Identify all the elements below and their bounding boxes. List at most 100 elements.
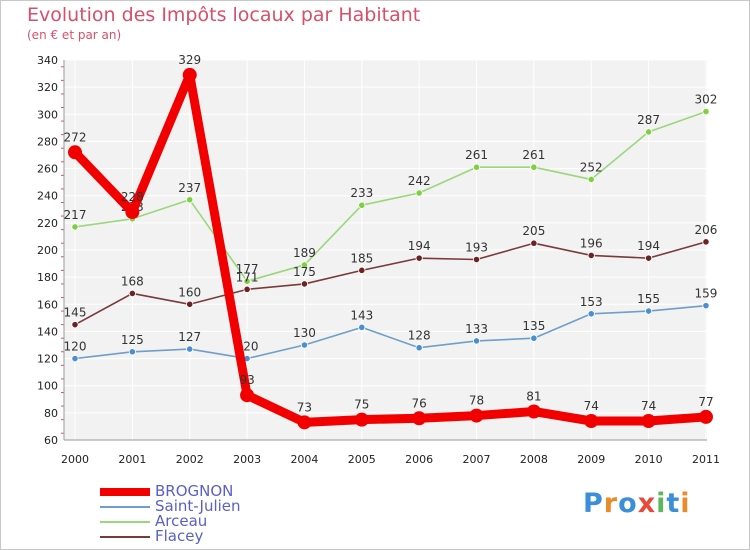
data-label-brognon: 228 [121,190,144,204]
data-label-brognon: 73 [297,400,312,414]
y-tick-label: 300 [37,108,58,121]
data-point-saint-julien [530,334,538,342]
data-point-brognon [68,145,82,160]
y-tick-label: 220 [37,217,58,230]
logo-letter: i [680,488,691,519]
series-line-flacey [74,241,707,326]
data-label-brognon: 74 [584,399,599,413]
data-point-saint-julien [71,354,79,363]
y-tick-label: 260 [37,163,58,176]
data-label-flacey: 145 [64,306,87,320]
data-label-arceau: 242 [408,174,431,188]
data-label-flacey: 205 [522,224,545,238]
logo-letter: o [618,488,638,519]
x-tick-label: 2011 [692,453,720,466]
data-point-arceau [530,163,538,171]
data-label-flacey: 194 [408,239,431,253]
x-tick-label: 2004 [290,453,318,466]
data-label-arceau: 177 [236,262,259,276]
data-point-brognon [182,67,197,82]
data-label-saint-julien: 135 [522,319,545,333]
x-tick-label: 2002 [176,453,204,466]
proxiti-logo: Proxiti [583,488,691,519]
data-label-arceau: 217 [64,208,87,222]
data-label-flacey: 206 [695,223,718,237]
data-label-brognon: 272 [64,130,87,144]
data-point-brognon [469,408,484,423]
y-tick-label: 60 [44,434,58,447]
data-point-saint-julien [128,348,136,356]
y-tick-label: 140 [37,325,58,338]
data-point-saint-julien [186,345,194,353]
data-label-arceau: 302 [695,93,718,107]
data-label-brognon: 74 [641,399,656,413]
data-label-saint-julien: 159 [695,287,718,301]
data-label-saint-julien: 130 [293,326,316,340]
y-tick-label: 180 [37,271,58,284]
data-point-brognon [526,404,541,419]
logo-letter: x [637,488,657,519]
x-tick-label: 2000 [61,453,89,466]
x-tick-label: 2005 [348,453,376,466]
data-point-brognon [125,205,140,219]
y-tick-label: 80 [44,407,58,420]
data-label-saint-julien: 153 [580,295,603,309]
data-label-arceau: 252 [580,160,603,174]
legend-label-arceau: Arceau [155,512,208,530]
y-tick-label: 160 [37,298,58,311]
data-label-saint-julien: 155 [637,292,660,306]
data-point-flacey [128,289,136,298]
data-point-flacey [644,254,653,262]
data-label-brognon: 81 [526,390,541,404]
data-point-flacey [71,321,79,329]
data-label-saint-julien: 120 [64,340,87,354]
legend-swatch-arceau [100,521,150,523]
data-point-flacey [415,254,423,262]
data-point-flacey [702,238,710,246]
data-point-brognon [354,412,369,427]
y-tick-label: 280 [37,135,58,148]
data-point-saint-julien [300,341,309,349]
y-tick-label: 100 [37,380,58,393]
chart-subtitle: (en € et par an) [27,28,122,42]
data-point-arceau [186,196,194,204]
data-point-brognon [412,411,427,426]
data-point-arceau [300,261,309,269]
data-point-brognon [698,409,713,424]
legend-swatch-brognon [100,488,150,496]
x-tick-label: 2003 [233,453,261,466]
data-label-flacey: 196 [580,236,603,250]
legend-swatch-flacey [100,536,150,538]
data-label-flacey: 168 [121,274,144,288]
data-label-flacey: 194 [637,239,660,253]
data-label-brognon: 93 [239,373,254,387]
data-label-flacey: 171 [236,270,259,284]
logo-letter: r [603,488,619,519]
series-line-arceau [74,110,707,283]
data-point-brognon [584,414,599,428]
data-label-brognon: 329 [178,53,201,67]
data-point-flacey [530,239,538,247]
x-tick-label: 2008 [520,453,548,466]
legend-label-saint-julien: Saint-Julien [155,497,241,515]
data-point-saint-julien [358,323,366,331]
data-point-flacey [587,251,595,260]
data-label-arceau: 189 [293,246,316,260]
legend-swatch-saint-julien [100,506,150,508]
data-point-arceau [358,201,366,209]
data-label-arceau: 237 [178,181,201,195]
data-label-flacey: 160 [178,285,201,299]
data-label-saint-julien: 133 [465,322,488,336]
series-line-saint-julien [74,304,707,360]
data-label-saint-julien: 127 [178,330,201,344]
chart-title: Evolution des Impôts locaux par Habitant [27,4,421,26]
data-label-brognon: 77 [698,395,713,409]
data-label-brognon: 78 [469,394,484,408]
data-point-brognon [240,388,255,403]
data-point-arceau [644,128,653,136]
x-tick-label: 2010 [635,453,663,466]
data-point-saint-julien [472,337,481,345]
data-label-saint-julien: 125 [121,333,144,347]
data-label-flacey: 193 [465,241,488,255]
